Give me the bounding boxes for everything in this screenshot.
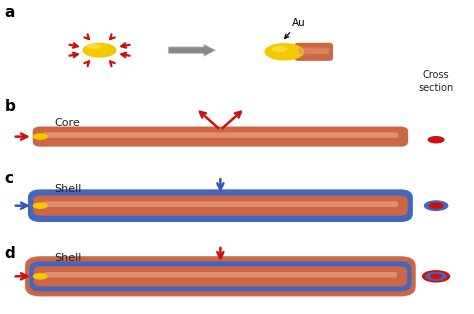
Text: Shell: Shell xyxy=(55,253,82,263)
FancyBboxPatch shape xyxy=(28,189,413,222)
FancyBboxPatch shape xyxy=(25,256,416,296)
Text: Core: Core xyxy=(55,118,80,128)
Ellipse shape xyxy=(424,200,448,211)
Ellipse shape xyxy=(33,273,48,280)
Ellipse shape xyxy=(422,270,450,283)
FancyBboxPatch shape xyxy=(29,261,411,291)
FancyBboxPatch shape xyxy=(34,266,407,286)
Ellipse shape xyxy=(426,272,447,281)
Ellipse shape xyxy=(264,43,304,61)
Ellipse shape xyxy=(33,133,48,140)
Ellipse shape xyxy=(33,202,48,209)
Ellipse shape xyxy=(82,43,117,58)
FancyBboxPatch shape xyxy=(33,196,408,216)
FancyBboxPatch shape xyxy=(294,43,333,61)
Ellipse shape xyxy=(430,273,442,279)
Ellipse shape xyxy=(272,46,288,52)
FancyBboxPatch shape xyxy=(43,132,398,138)
FancyArrow shape xyxy=(168,44,216,56)
Text: Shell: Shell xyxy=(55,184,82,194)
Ellipse shape xyxy=(428,136,445,143)
Text: Cross
section: Cross section xyxy=(419,70,454,93)
Text: Au: Au xyxy=(285,18,305,38)
FancyBboxPatch shape xyxy=(298,48,329,54)
FancyBboxPatch shape xyxy=(44,272,397,278)
Text: b: b xyxy=(5,99,16,114)
Ellipse shape xyxy=(428,202,444,209)
Text: a: a xyxy=(5,5,15,20)
FancyBboxPatch shape xyxy=(43,201,398,207)
Text: c: c xyxy=(5,171,14,186)
FancyBboxPatch shape xyxy=(33,127,408,147)
Ellipse shape xyxy=(87,44,101,49)
Text: d: d xyxy=(5,246,16,262)
